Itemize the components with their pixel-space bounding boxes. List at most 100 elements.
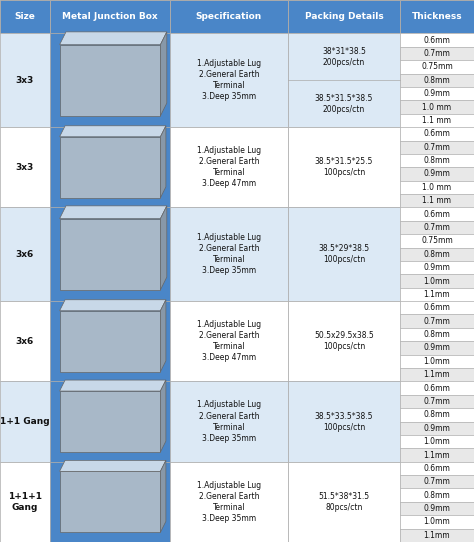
- Bar: [400, 448, 474, 462]
- Text: 0.6mm: 0.6mm: [424, 210, 450, 218]
- Text: 50.5x29.5x38.5
100pcs/ctn: 50.5x29.5x38.5 100pcs/ctn: [314, 331, 374, 351]
- Polygon shape: [160, 32, 167, 116]
- Text: 1+1 Gang: 1+1 Gang: [0, 417, 50, 426]
- Text: 1.0 mm: 1.0 mm: [422, 183, 452, 192]
- Bar: [0, 382, 50, 462]
- Text: 0.8mm: 0.8mm: [424, 330, 450, 339]
- Text: Metal Junction Box: Metal Junction Box: [62, 12, 158, 21]
- Bar: [400, 74, 474, 87]
- Bar: [400, 47, 474, 60]
- Text: Packing Details: Packing Details: [305, 12, 383, 21]
- Bar: [400, 314, 474, 328]
- Text: 1.Adjustable Lug
2.General Earth
Terminal
3.Deep 35mm: 1.Adjustable Lug 2.General Earth Termina…: [197, 59, 261, 101]
- Bar: [50, 208, 170, 301]
- Text: 1.1mm: 1.1mm: [424, 450, 450, 460]
- Bar: [50, 382, 170, 462]
- Bar: [50, 462, 170, 542]
- Bar: [60, 472, 160, 532]
- Bar: [170, 462, 288, 542]
- Bar: [400, 435, 474, 448]
- Bar: [400, 100, 474, 114]
- Bar: [400, 382, 474, 395]
- Text: 0.8mm: 0.8mm: [424, 156, 450, 165]
- Text: Size: Size: [15, 12, 36, 21]
- Polygon shape: [160, 126, 166, 198]
- Bar: [60, 311, 160, 372]
- Bar: [400, 154, 474, 167]
- Text: 0.7mm: 0.7mm: [424, 49, 450, 58]
- Text: 0.7mm: 0.7mm: [424, 478, 450, 486]
- Bar: [400, 274, 474, 288]
- Text: 1.1 mm: 1.1 mm: [422, 196, 452, 205]
- Bar: [170, 301, 288, 382]
- Text: 1.0mm: 1.0mm: [424, 437, 450, 446]
- Text: 1.Adjustable Lug
2.General Earth
Terminal
3.Deep 35mm: 1.Adjustable Lug 2.General Earth Termina…: [197, 481, 261, 523]
- Bar: [400, 395, 474, 408]
- Bar: [170, 34, 288, 127]
- Bar: [170, 127, 288, 208]
- Text: 1.1 mm: 1.1 mm: [422, 116, 452, 125]
- Bar: [288, 462, 400, 542]
- Text: 0.9mm: 0.9mm: [424, 170, 450, 178]
- Polygon shape: [60, 32, 167, 44]
- Bar: [400, 475, 474, 488]
- Bar: [0, 301, 50, 382]
- Text: 0.7mm: 0.7mm: [424, 317, 450, 326]
- Text: 0.8mm: 0.8mm: [424, 491, 450, 500]
- Text: 38.5*31.5*25.5
100pcs/ctn: 38.5*31.5*25.5 100pcs/ctn: [315, 157, 373, 177]
- Text: 1.Adjustable Lug
2.General Earth
Terminal
3.Deep 35mm: 1.Adjustable Lug 2.General Earth Termina…: [197, 401, 261, 443]
- Text: 0.6mm: 0.6mm: [424, 36, 450, 44]
- Bar: [170, 208, 288, 301]
- Bar: [400, 0, 474, 34]
- Text: 0.8mm: 0.8mm: [424, 410, 450, 420]
- Text: 1.Adjustable Lug
2.General Earth
Terminal
3.Deep 35mm: 1.Adjustable Lug 2.General Earth Termina…: [197, 233, 261, 275]
- Bar: [400, 328, 474, 341]
- Text: 38*31*38.5
200pcs/ctn: 38*31*38.5 200pcs/ctn: [322, 47, 366, 67]
- Text: 38.5*33.5*38.5
100pcs/ctn: 38.5*33.5*38.5 100pcs/ctn: [315, 411, 373, 431]
- Text: Specification: Specification: [196, 12, 262, 21]
- Bar: [400, 221, 474, 234]
- Bar: [400, 515, 474, 528]
- Bar: [288, 208, 400, 301]
- Text: 38.5*31.5*38.5
200pcs/ctn: 38.5*31.5*38.5 200pcs/ctn: [315, 94, 373, 114]
- Bar: [170, 0, 288, 34]
- Bar: [400, 114, 474, 127]
- Bar: [400, 528, 474, 542]
- Text: 1.1mm: 1.1mm: [424, 370, 450, 379]
- Bar: [60, 137, 160, 198]
- Bar: [400, 87, 474, 100]
- Bar: [400, 488, 474, 502]
- Bar: [288, 0, 400, 34]
- Text: 0.8mm: 0.8mm: [424, 76, 450, 85]
- Bar: [288, 301, 400, 382]
- Bar: [50, 301, 170, 382]
- Text: 0.7mm: 0.7mm: [424, 143, 450, 152]
- Bar: [0, 0, 50, 34]
- Bar: [400, 408, 474, 422]
- Bar: [400, 140, 474, 154]
- Text: Thickness: Thickness: [412, 12, 462, 21]
- Text: 38.5*29*38.5
100pcs/ctn: 38.5*29*38.5 100pcs/ctn: [319, 244, 370, 264]
- Bar: [400, 127, 474, 140]
- Polygon shape: [60, 126, 166, 137]
- Bar: [0, 127, 50, 208]
- Bar: [400, 502, 474, 515]
- Text: 1.1mm: 1.1mm: [424, 290, 450, 299]
- Text: 0.9mm: 0.9mm: [424, 89, 450, 98]
- Text: 0.9mm: 0.9mm: [424, 263, 450, 272]
- Text: 3x3: 3x3: [16, 163, 34, 172]
- Bar: [50, 34, 170, 127]
- Text: 1.0mm: 1.0mm: [424, 518, 450, 526]
- Text: 0.9mm: 0.9mm: [424, 424, 450, 433]
- Polygon shape: [160, 380, 166, 452]
- Bar: [400, 248, 474, 261]
- Bar: [400, 261, 474, 274]
- Bar: [400, 167, 474, 180]
- Bar: [400, 288, 474, 301]
- Polygon shape: [60, 380, 166, 391]
- Bar: [288, 382, 400, 462]
- Text: 1+1+1
Gang: 1+1+1 Gang: [8, 492, 42, 512]
- Bar: [400, 180, 474, 194]
- Polygon shape: [60, 460, 166, 472]
- Polygon shape: [60, 206, 167, 218]
